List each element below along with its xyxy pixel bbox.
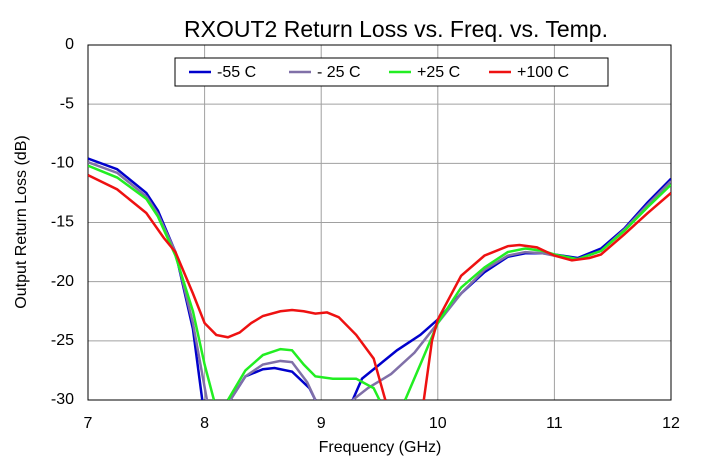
x-tick-label: 7 <box>84 415 93 432</box>
legend-label: - 25 C <box>317 64 361 81</box>
x-tick-label: 11 <box>546 415 563 432</box>
y-tick-label: 0 <box>65 36 74 53</box>
legend-label: +100 C <box>517 64 569 81</box>
x-axis-label: Frequency (GHz) <box>319 439 442 456</box>
y-tick-label: -25 <box>51 332 74 349</box>
series-line <box>88 174 671 400</box>
x-tick-label: 10 <box>429 415 447 432</box>
chart-title: RXOUT2 Return Loss vs. Freq. vs. Temp. <box>184 16 608 42</box>
y-tick-label: -5 <box>60 95 74 112</box>
legend-label: +25 C <box>417 64 460 81</box>
legend-label: -55 C <box>217 64 256 81</box>
plot-lines <box>88 157 671 400</box>
x-tick-label: 9 <box>317 415 326 432</box>
y-tick-label: -30 <box>51 391 74 408</box>
y-tick-label: -20 <box>51 273 74 290</box>
series-line <box>88 157 671 400</box>
x-tick-label: 8 <box>200 415 209 432</box>
series-line <box>88 164 671 400</box>
x-tick-label: 12 <box>662 415 680 432</box>
y-axis-label: Output Return Loss (dB) <box>13 135 30 308</box>
y-tick-label: -10 <box>51 155 74 172</box>
y-tick-label: -15 <box>51 214 74 231</box>
